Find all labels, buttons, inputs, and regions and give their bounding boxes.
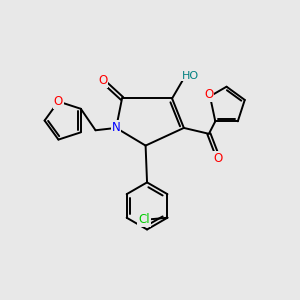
Text: O: O <box>204 88 213 101</box>
Text: HO: HO <box>182 70 199 80</box>
Text: Cl: Cl <box>138 213 150 226</box>
Text: O: O <box>98 74 107 87</box>
Text: N: N <box>112 122 121 134</box>
Text: O: O <box>213 152 222 165</box>
Text: O: O <box>54 95 63 108</box>
